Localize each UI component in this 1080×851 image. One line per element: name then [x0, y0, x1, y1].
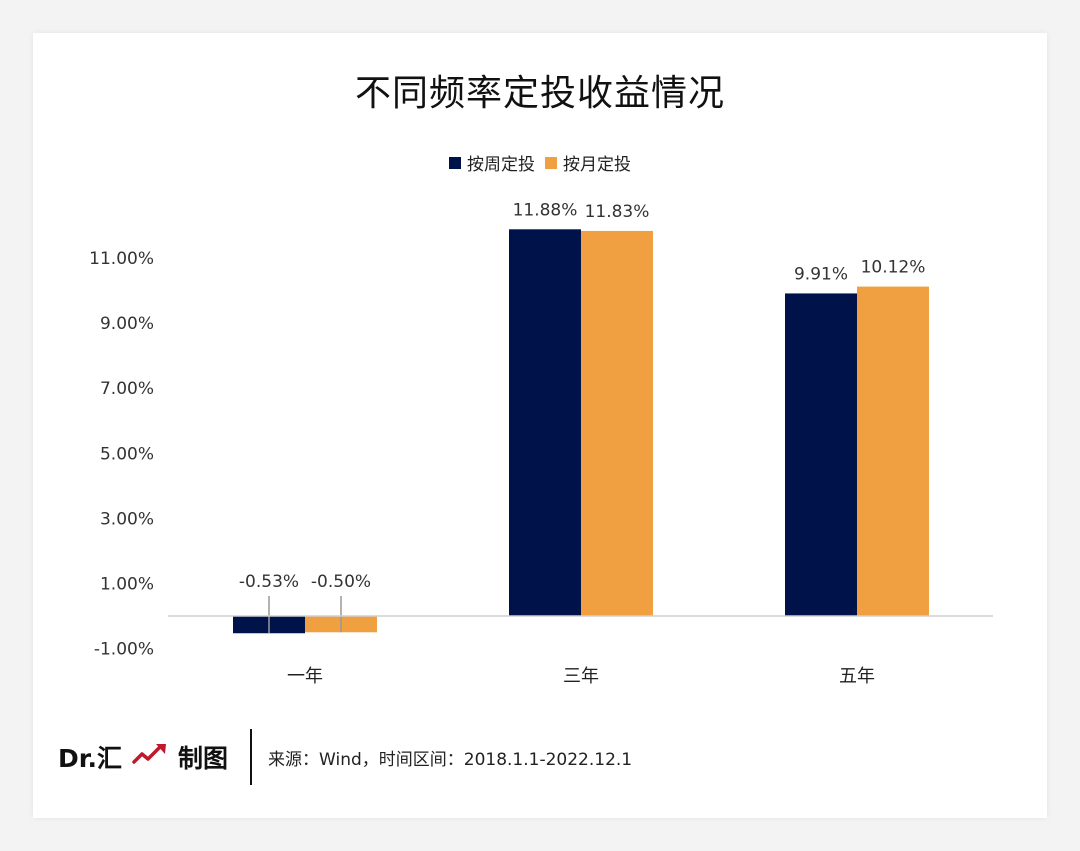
footer: Dr.汇 制图 来源：Wind，时间区间：2018.1.1-2022.12.1 [58, 728, 758, 786]
y-tick-label: 3.00% [100, 509, 154, 529]
bar-monthly [581, 230, 653, 616]
x-tick-label: 三年 [563, 666, 599, 687]
brand: Dr.汇 制图 [58, 739, 228, 775]
data-label: 11.83% [585, 202, 650, 222]
brand-name: Dr.汇 [58, 744, 123, 773]
data-label: -0.50% [311, 572, 371, 592]
footer-divider [250, 729, 253, 785]
legend-swatch-weekly [449, 156, 461, 169]
y-tick-label: 1.00% [100, 574, 154, 594]
legend-swatch-monthly [545, 156, 557, 169]
data-label: 9.91% [794, 264, 848, 284]
bar-monthly [857, 286, 929, 616]
chart-legend: 按周定投 按月定投 [0, 150, 1080, 175]
data-label: 11.88% [513, 200, 578, 220]
y-tick-label: 11.00% [89, 249, 154, 269]
y-tick-label: 7.00% [100, 379, 154, 399]
data-label: -0.53% [239, 572, 299, 592]
legend-item-weekly: 按周定投 [449, 150, 535, 175]
y-tick-label: -1.00% [94, 640, 154, 660]
legend-label-weekly: 按周定投 [467, 155, 535, 175]
legend-label-monthly: 按月定投 [563, 155, 631, 175]
y-tick-label: 5.00% [100, 444, 154, 464]
bar-weekly [785, 293, 857, 616]
x-tick-label: 一年 [287, 666, 323, 687]
x-tick-label: 五年 [839, 666, 875, 687]
trend-up-icon [132, 742, 168, 772]
source-text: 来源：Wind，时间区间：2018.1.1-2022.12.1 [268, 749, 633, 770]
legend-item-monthly: 按月定投 [545, 150, 631, 175]
brand-suffix: 制图 [178, 744, 229, 773]
chart-title: 不同频率定投收益情况 [354, 73, 725, 114]
y-tick-label: 9.00% [100, 314, 154, 334]
bar-weekly [509, 229, 581, 616]
data-label: 10.12% [861, 258, 926, 278]
